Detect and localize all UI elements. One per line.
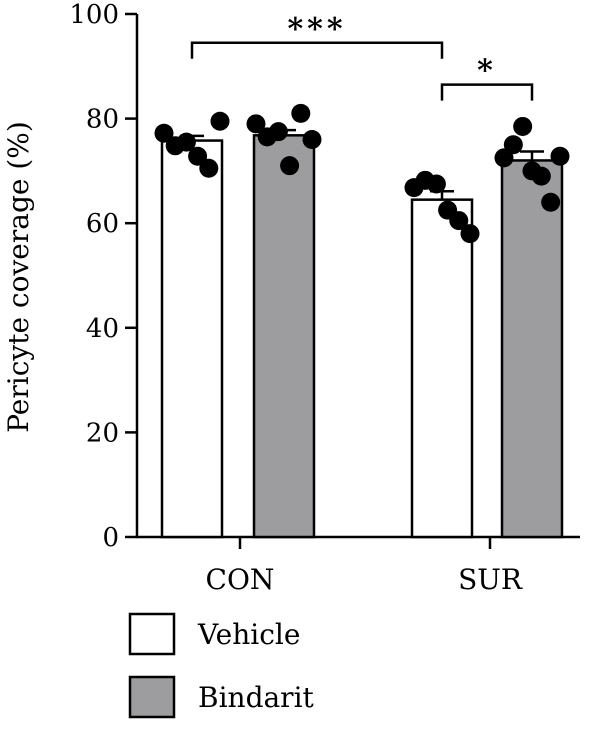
data-point-bindarit-con: [268, 122, 288, 142]
x-tick-label-sur: SUR: [458, 563, 523, 596]
significance-label-2: *: [477, 54, 497, 89]
y-axis-title: Pericyte coverage (%): [2, 121, 35, 433]
legend: Vehicle Bindarit: [128, 612, 315, 719]
data-point-vehicle-con: [210, 111, 230, 131]
legend-label-vehicle: Vehicle: [197, 618, 300, 651]
bar-vehicle-con: [160, 139, 224, 539]
data-point-vehicle-con: [176, 132, 196, 152]
data-point-bindarit-con: [291, 103, 311, 123]
significance-bracket-2: [440, 83, 534, 101]
y-tick-label-0: 0: [102, 523, 119, 553]
y-tick-label-20: 20: [86, 418, 119, 448]
data-point-bindarit-con: [246, 114, 266, 134]
data-point-vehicle-con: [199, 158, 219, 178]
y-tick-label-60: 60: [86, 209, 119, 239]
data-point-bindarit-con: [280, 156, 300, 176]
data-points: [154, 103, 570, 244]
data-point-bindarit-con: [302, 130, 322, 150]
bars: [160, 128, 564, 539]
data-point-bindarit-sur: [513, 116, 533, 136]
legend-swatch-bindarit: [128, 675, 176, 719]
significance-label-1: ***: [287, 12, 346, 47]
bar-vehicle-sur: [410, 198, 474, 539]
significance-brackets: ****: [190, 12, 534, 101]
legend-label-bindarit: Bindarit: [198, 681, 315, 714]
data-point-bindarit-sur: [494, 148, 514, 168]
data-point-vehicle-sur: [460, 224, 480, 244]
significance-bracket-1: [190, 41, 444, 59]
y-tick-label-40: 40: [86, 314, 119, 344]
axes: 0 20 40 60 80 100 CON SUR: [69, 0, 580, 596]
data-point-bindarit-sur: [503, 135, 523, 155]
data-point-vehicle-con: [188, 146, 208, 166]
x-tick-label-con: CON: [206, 563, 275, 596]
bar-bindarit-con: [252, 134, 316, 539]
y-tick-label-80: 80: [86, 105, 119, 135]
data-point-vehicle-sur: [426, 174, 446, 194]
legend-swatch-vehicle: [128, 612, 176, 656]
data-point-bindarit-sur: [550, 146, 570, 166]
bar-bindarit-sur: [500, 159, 564, 539]
data-point-bindarit-sur: [541, 192, 561, 212]
data-point-bindarit-sur: [531, 166, 551, 186]
data-point-vehicle-con: [154, 123, 174, 143]
y-tick-label-100: 100: [69, 0, 119, 30]
data-point-vehicle-sur: [449, 211, 469, 231]
